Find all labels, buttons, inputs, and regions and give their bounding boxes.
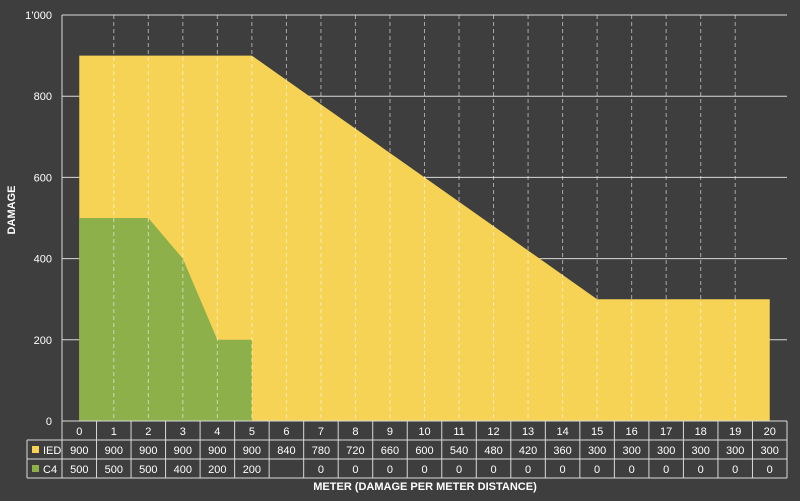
data-label: 300 [622, 445, 640, 457]
data-label: 900 [174, 445, 192, 457]
data-label: 0 [387, 464, 393, 476]
x-tick-label: 14 [556, 426, 568, 438]
data-label: 0 [732, 464, 738, 476]
data-label: 400 [174, 464, 192, 476]
x-tick-label: 15 [591, 426, 603, 438]
x-tick-label: 13 [522, 426, 534, 438]
data-label: 660 [381, 445, 399, 457]
vertical-gridlines [113, 15, 736, 421]
x-tick-label: 12 [487, 426, 499, 438]
data-label: 300 [761, 445, 779, 457]
x-tick-label: 3 [180, 426, 186, 438]
data-label: 480 [484, 445, 502, 457]
x-tick-label: 7 [318, 426, 324, 438]
data-label: 900 [208, 445, 226, 457]
x-tick-label: 8 [352, 426, 358, 438]
data-label: 200 [243, 464, 261, 476]
data-label: 420 [519, 445, 537, 457]
x-tick-label: 18 [695, 426, 707, 438]
legend-label-ied: IED [43, 445, 61, 457]
y-tick-label: 0 [46, 416, 52, 428]
data-label: 0 [594, 464, 600, 476]
legend-key-c4 [32, 465, 39, 472]
data-label: 300 [692, 445, 710, 457]
series-areas [79, 55, 770, 421]
x-tick-label: 10 [418, 426, 430, 438]
data-label: 300 [726, 445, 744, 457]
legend-key-ied [32, 446, 39, 453]
area-ied [79, 55, 770, 421]
data-label: 0 [456, 464, 462, 476]
data-label: 300 [588, 445, 606, 457]
y-tick-label: 600 [34, 172, 52, 184]
data-label: 0 [421, 464, 427, 476]
data-label: 0 [525, 464, 531, 476]
x-tick-label: 17 [660, 426, 672, 438]
y-axis-title: DAMAGE [6, 186, 18, 235]
data-label: 0 [490, 464, 496, 476]
data-label: 360 [553, 445, 571, 457]
y-tick-label: 800 [34, 91, 52, 103]
x-tick-label: 2 [145, 426, 151, 438]
data-label: 900 [70, 445, 88, 457]
data-label: 0 [663, 464, 669, 476]
data-label: 780 [312, 445, 330, 457]
data-label: 500 [70, 464, 88, 476]
x-tick-label: 9 [387, 426, 393, 438]
x-axis-title: METER (DAMAGE PER METER DISTANCE) [313, 481, 537, 493]
x-tick-label: 0 [76, 426, 82, 438]
x-tick-label: 4 [214, 426, 220, 438]
x-tick-label: 20 [764, 426, 776, 438]
area-c4 [79, 218, 252, 421]
x-tick-label: 6 [283, 426, 289, 438]
y-tick-label: 400 [34, 254, 52, 266]
data-label: 200 [208, 464, 226, 476]
x-tick-label: 5 [249, 426, 255, 438]
data-label: 300 [657, 445, 675, 457]
x-tick-label: 1 [111, 426, 117, 438]
x-tick-label: 19 [729, 426, 741, 438]
data-label: 540 [450, 445, 468, 457]
x-tick-label: 11 [453, 426, 464, 438]
data-label: 0 [352, 464, 358, 476]
data-label: 0 [318, 464, 324, 476]
data-label: 500 [139, 464, 157, 476]
data-label: 900 [243, 445, 261, 457]
data-label: 900 [105, 445, 123, 457]
x-tick-label: 16 [626, 426, 638, 438]
data-label: 0 [629, 464, 635, 476]
data-label: 0 [698, 464, 704, 476]
y-tick-label: 1’000 [25, 10, 52, 22]
legend-label-c4: C4 [43, 464, 57, 476]
data-label: 0 [560, 464, 566, 476]
y-tick-label: 200 [34, 335, 52, 347]
data-label: 840 [277, 445, 295, 457]
data-label: 720 [346, 445, 364, 457]
data-label: 500 [105, 464, 123, 476]
data-label: 900 [139, 445, 157, 457]
data-label: 0 [767, 464, 773, 476]
data-label: 600 [415, 445, 433, 457]
